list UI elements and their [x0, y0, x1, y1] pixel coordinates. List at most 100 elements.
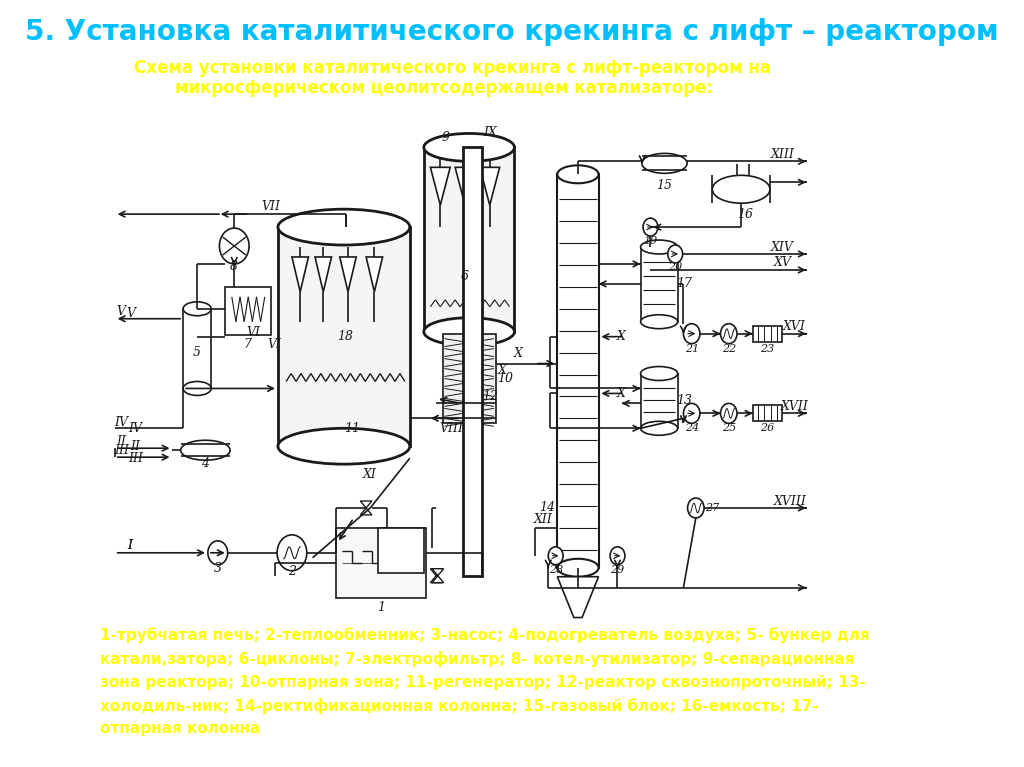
Bar: [278, 227, 410, 446]
Text: 19: 19: [643, 236, 657, 246]
Text: XIII: XIII: [770, 148, 795, 161]
Text: 13: 13: [676, 394, 692, 407]
Text: X: X: [514, 347, 523, 360]
Bar: [442, 334, 496, 423]
Ellipse shape: [557, 166, 599, 183]
Ellipse shape: [183, 381, 211, 396]
Text: 25: 25: [722, 423, 736, 433]
Text: IX: IX: [482, 126, 497, 139]
Text: 10: 10: [498, 372, 513, 385]
Text: X: X: [617, 387, 626, 400]
Text: X: X: [498, 364, 507, 377]
Text: 11: 11: [344, 422, 360, 435]
Text: II: II: [117, 435, 126, 448]
Ellipse shape: [641, 421, 678, 435]
Text: IV: IV: [128, 422, 142, 435]
Polygon shape: [557, 577, 599, 617]
Text: 27: 27: [706, 503, 720, 513]
Text: XI: XI: [364, 468, 377, 481]
Text: XV: XV: [773, 256, 792, 269]
Ellipse shape: [641, 240, 678, 254]
Text: I: I: [127, 539, 132, 552]
Text: III: III: [114, 443, 129, 456]
Polygon shape: [367, 257, 383, 291]
Bar: [379, 528, 424, 573]
Ellipse shape: [641, 314, 678, 329]
Text: 2: 2: [288, 565, 296, 578]
Text: 21: 21: [685, 344, 698, 354]
Text: V: V: [127, 308, 136, 321]
Text: 23: 23: [761, 344, 774, 354]
Circle shape: [219, 228, 249, 264]
Text: 15: 15: [656, 179, 673, 192]
Text: 17: 17: [676, 278, 692, 291]
Text: 5: 5: [194, 346, 201, 359]
Circle shape: [643, 218, 657, 236]
Polygon shape: [430, 569, 442, 583]
Bar: [641, 374, 678, 428]
Text: 7: 7: [244, 338, 252, 351]
Polygon shape: [360, 501, 372, 515]
Text: X: X: [617, 330, 626, 343]
Circle shape: [683, 403, 700, 423]
Circle shape: [208, 541, 227, 565]
Text: 28: 28: [549, 565, 563, 574]
Bar: [753, 406, 782, 421]
Text: XVIII: XVIII: [774, 495, 807, 508]
Text: 12: 12: [481, 390, 498, 403]
Text: 5. Установка каталитического крекинга с лифт – реактором: 5. Установка каталитического крекинга с …: [26, 18, 998, 46]
Circle shape: [668, 245, 683, 263]
Polygon shape: [340, 257, 356, 291]
Ellipse shape: [180, 440, 230, 460]
Text: VI: VI: [267, 338, 282, 351]
Polygon shape: [430, 167, 451, 206]
Text: I: I: [127, 539, 132, 552]
Text: 4: 4: [202, 456, 209, 469]
Text: 6: 6: [461, 271, 469, 283]
Bar: [183, 309, 211, 388]
Ellipse shape: [557, 559, 599, 577]
Text: VIII: VIII: [439, 422, 463, 435]
Text: 16: 16: [737, 208, 754, 221]
Polygon shape: [480, 167, 500, 206]
Polygon shape: [432, 569, 443, 583]
Text: 9: 9: [442, 131, 451, 144]
Text: Схема установки каталитического крекинга с лифт-реактором на: Схема установки каталитического крекинга…: [134, 59, 771, 77]
Text: XII: XII: [534, 513, 553, 526]
Text: 20: 20: [668, 262, 682, 272]
Text: V: V: [117, 305, 126, 318]
Circle shape: [687, 498, 705, 518]
Circle shape: [610, 547, 625, 565]
Text: III: III: [128, 452, 142, 465]
Ellipse shape: [642, 153, 687, 173]
Circle shape: [721, 403, 737, 423]
Text: 1-трубчатая печь; 2-теплообменник; 3-насос; 4-подогреватель воздуха; 5- бункер д: 1-трубчатая печь; 2-теплообменник; 3-нас…: [100, 627, 869, 736]
Text: 24: 24: [685, 423, 698, 433]
Bar: [641, 247, 678, 321]
Text: 22: 22: [722, 344, 736, 354]
Circle shape: [278, 535, 307, 571]
Text: 8: 8: [230, 261, 239, 274]
Bar: [464, 147, 481, 576]
Polygon shape: [315, 257, 332, 291]
Text: 1: 1: [377, 601, 385, 614]
Text: IV: IV: [115, 416, 128, 429]
Bar: [336, 528, 426, 597]
Text: микросферическом цеолитсодержащем катализаторе:: микросферическом цеолитсодержащем катали…: [175, 79, 714, 97]
Bar: [557, 174, 599, 568]
Text: 26: 26: [761, 423, 774, 433]
Ellipse shape: [424, 133, 514, 161]
Text: XIV: XIV: [771, 241, 794, 254]
Ellipse shape: [713, 176, 770, 203]
Text: 3: 3: [214, 562, 222, 575]
Bar: [753, 326, 782, 341]
Polygon shape: [455, 167, 475, 206]
Polygon shape: [292, 257, 308, 291]
Circle shape: [721, 324, 737, 344]
Circle shape: [683, 324, 700, 344]
Text: VII: VII: [262, 199, 281, 212]
Text: XVII: XVII: [780, 400, 809, 413]
Bar: [424, 147, 514, 331]
Ellipse shape: [278, 209, 410, 245]
Circle shape: [548, 547, 563, 565]
